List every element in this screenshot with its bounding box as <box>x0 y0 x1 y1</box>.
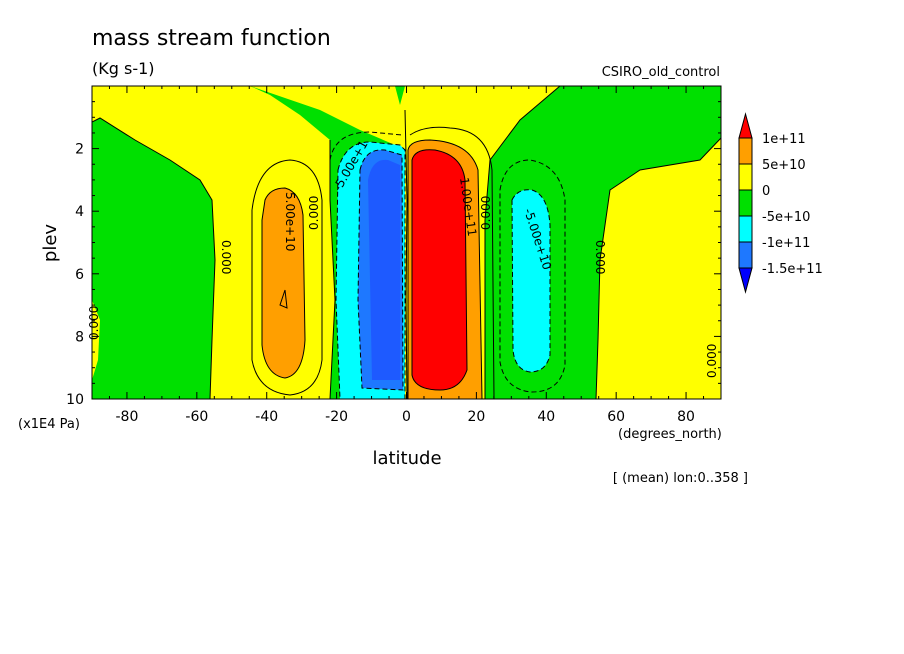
chart-title: mass stream function <box>92 26 331 51</box>
x-tick-label: 20 <box>467 409 485 425</box>
contour-label-zero: 0.000 <box>219 240 233 274</box>
y-tick-label: 10 <box>66 392 84 408</box>
contour-sh-hadley-outer <box>329 131 403 161</box>
contour-sh-ferrel-outer <box>251 159 323 396</box>
contour-label-zero: 0.000 <box>87 306 101 340</box>
x-tick-label: 0 <box>402 409 411 425</box>
zero-contour-south <box>92 117 216 399</box>
zero-contour-equator <box>404 109 408 399</box>
cell-northern-ferrel <box>511 189 551 373</box>
units-label: (Kg s-1) <box>92 59 155 78</box>
colorbar-segment <box>738 215 753 243</box>
colorbar-segment <box>738 241 753 269</box>
zero-contour-north <box>595 137 721 399</box>
x-tick-label: -80 <box>116 409 139 425</box>
colorbar-label: 0 <box>762 184 770 199</box>
cell-northern-hadley-core <box>411 149 468 391</box>
y-tick-label: 6 <box>75 267 84 283</box>
x-tick-label: -20 <box>325 409 348 425</box>
colorbar-segment <box>738 137 753 165</box>
contour-field <box>92 86 721 399</box>
x-tick-label: 60 <box>607 409 625 425</box>
y-tick-label: 2 <box>75 142 84 158</box>
x-units-label: (degrees_north) <box>618 427 722 442</box>
colorbar: 1e+11 5e+10 0 -5e+10 -1e+11 -1.5e+11 <box>738 112 823 294</box>
contour-nh-hadley-outer <box>409 126 495 399</box>
region-positive-north <box>596 138 721 399</box>
cell-southern-ferrel <box>261 187 306 379</box>
y-tick-label: 4 <box>75 204 84 220</box>
colorbar-segment <box>738 189 753 217</box>
contour-label-zero: 0.000 <box>307 196 321 230</box>
x-tick-label: 40 <box>537 409 555 425</box>
y-axis-label: plev <box>40 224 61 263</box>
colorbar-label: -5e+10 <box>762 210 810 225</box>
colorbar-segment <box>738 163 753 191</box>
cell-southern-hadley-core <box>368 159 400 380</box>
footnote: [ (mean) lon:0..358 ] <box>613 471 748 486</box>
region-corner-south <box>92 300 100 380</box>
x-axis: -80 -60 -40 -20 0 20 40 60 80 <box>91 86 722 425</box>
colorbar-top-arrow <box>738 112 753 139</box>
x-tick-label: 80 <box>677 409 695 425</box>
x-tick-label: -40 <box>255 409 278 425</box>
x-axis-label: latitude <box>372 448 441 469</box>
contour-label-zero: 0.000 <box>479 196 493 230</box>
contour-label-sh-ferrel: 5.00e+10 <box>283 192 297 251</box>
contour-nh-ferrel-outer <box>499 159 566 393</box>
x-tick-label: -60 <box>185 409 208 425</box>
y-axis: 2 4 6 8 10 <box>66 85 721 408</box>
colorbar-label: 1e+11 <box>762 132 806 147</box>
y-units-label: (x1E4 Pa) <box>18 417 80 432</box>
colorbar-label: -1e+11 <box>762 236 810 251</box>
contour-label-zero: 0.000 <box>593 240 607 274</box>
contour-sh-ferrel-inner <box>279 289 288 309</box>
contour-label-zero: 0.000 <box>705 344 719 378</box>
contour-lines <box>92 86 721 399</box>
colorbar-label: -1.5e+11 <box>762 262 823 277</box>
model-label: CSIRO_old_control <box>602 65 720 80</box>
colorbar-bottom-arrow <box>738 267 753 294</box>
y-tick-label: 8 <box>75 329 84 345</box>
zero-contour-sh-hadley <box>329 140 336 399</box>
colorbar-label: 5e+10 <box>762 158 806 173</box>
